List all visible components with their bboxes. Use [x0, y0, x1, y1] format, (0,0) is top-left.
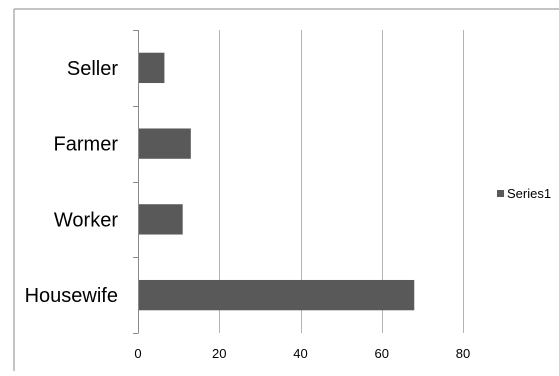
legend-label: Series1: [507, 186, 551, 201]
category-labels: Seller Farmer Worker Housewife: [25, 58, 119, 307]
x-tick-label: 0: [134, 346, 141, 361]
category-label: Farmer: [54, 134, 119, 156]
x-tick-label: 20: [212, 346, 226, 361]
legend-swatch: [497, 190, 504, 197]
bar-housewife: [139, 279, 415, 311]
bar-seller: [139, 52, 165, 84]
legend: Series1: [497, 186, 551, 201]
bars: [139, 52, 415, 311]
x-tick-label: 60: [375, 346, 389, 361]
category-label: Worker: [54, 209, 118, 231]
category-label: Housewife: [25, 285, 118, 307]
bar-farmer: [139, 128, 191, 159]
x-tick-label: 80: [456, 346, 470, 361]
bar-worker: [139, 204, 183, 235]
x-tick-label: 40: [293, 346, 307, 361]
x-tick-labels: 0 20 40 60 80: [134, 346, 470, 361]
axes: [133, 30, 139, 334]
category-label: Seller: [67, 58, 118, 80]
